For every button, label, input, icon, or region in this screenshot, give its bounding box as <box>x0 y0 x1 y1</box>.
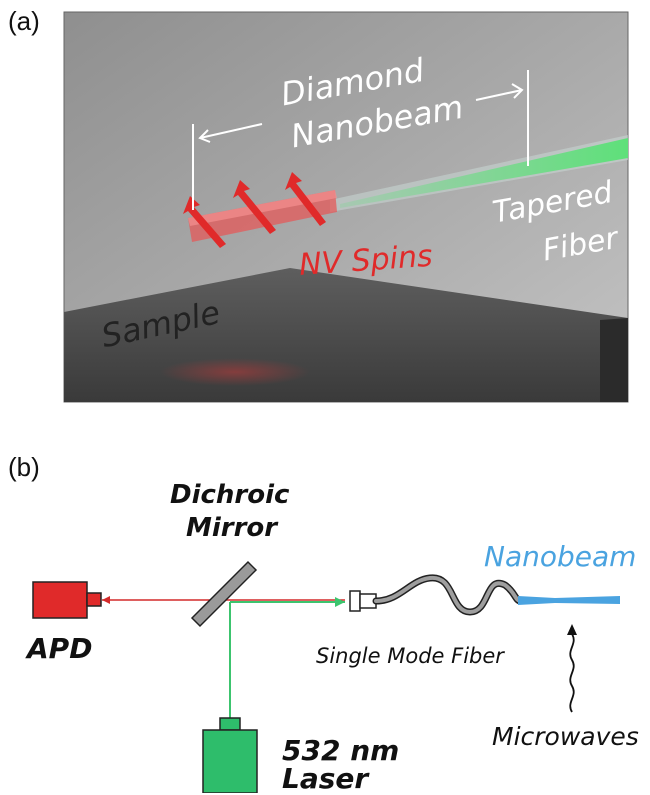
nanobeam-dimension-annotation <box>192 70 529 210</box>
laser-label-line1: 532 nm <box>282 734 400 767</box>
panel-a-label: (a) <box>8 6 40 36</box>
single-mode-fiber-label: Single Mode Fiber <box>316 644 504 668</box>
dichroic-mirror-label-line1: Dichroic <box>170 480 290 510</box>
fiber-glow <box>340 138 628 208</box>
microwaves-label: Microwaves <box>492 722 639 751</box>
laser-label-line2: Laser <box>282 762 369 795</box>
spin-reflection <box>160 358 310 386</box>
nanobeam-label: Nanobeam <box>484 540 637 573</box>
dichroic-mirror-label-line2: Mirror <box>186 513 278 543</box>
panel-b-label: (b) <box>8 452 40 482</box>
apd-label: APD <box>27 632 93 665</box>
